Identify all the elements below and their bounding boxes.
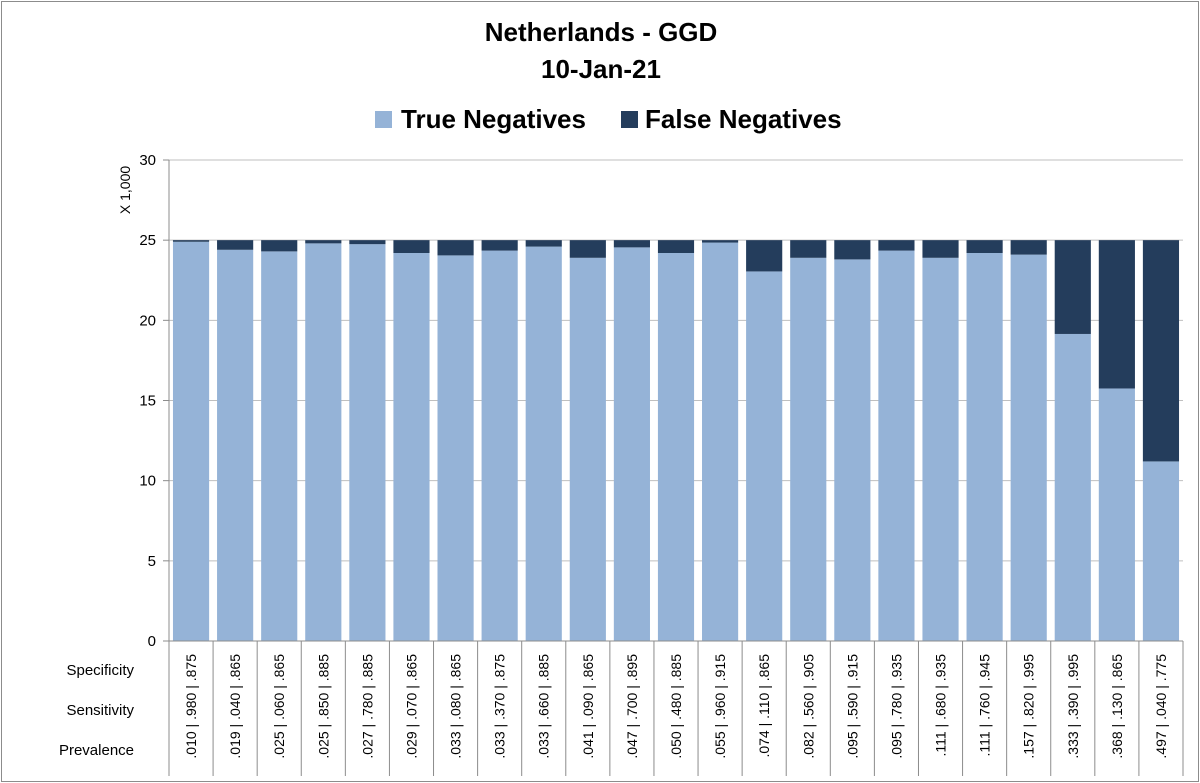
row-labels: Specificity Sensitivity Prevalence [59,662,135,759]
bar-false-negatives [172,240,210,242]
bar-false-negatives [613,240,650,248]
bar-true-negatives [746,271,783,641]
bar-false-negatives [966,240,1003,253]
bar-false-negatives [1010,240,1047,255]
y-tick-label: 30 [139,152,156,169]
x-category-label: .041 | .090 | .865 [580,654,596,759]
bar-true-negatives [790,257,827,641]
category-labels: .010 | .980 | .875 .019 | .040 | .865 .025… [183,654,1169,759]
x-category-label: .497 | .040 | .775 [1153,654,1169,759]
bar-true-negatives [1098,388,1135,641]
bar-false-negatives [1098,240,1135,389]
row-label-specificity: Specificity [66,662,134,679]
bar-false-negatives [305,240,342,244]
x-category-label: .047 | .700 | .895 [624,654,640,759]
x-category-label: .010 | .980 | .875 [183,654,199,759]
bar-false-negatives [481,240,518,251]
bar-true-negatives [261,251,298,641]
x-category-label: .027 | .780 | .885 [359,654,375,759]
x-category-label: .111 | .680 | .935 [933,654,949,757]
bar-false-negatives [790,240,827,258]
bar-true-negatives [1010,254,1047,641]
x-category-label: .019 | .040 | .865 [227,654,243,759]
bar-true-negatives [525,246,562,641]
bar-true-negatives [613,247,650,642]
bar-true-negatives [878,250,915,642]
bar-true-negatives [922,257,959,641]
x-category-label: .050 | .480 | .885 [668,654,684,759]
x-category-label: .055 | .960 | .915 [712,654,728,759]
bar-false-negatives [393,240,430,253]
legend-swatch-false-negatives [621,111,638,128]
x-category-label: .033 | .370 | .875 [492,654,508,759]
bar-false-negatives [1054,240,1091,334]
bar-true-negatives [393,252,430,641]
bar-false-negatives [657,240,695,253]
y-tick-label: 0 [148,633,156,650]
bar-false-negatives [437,240,474,256]
legend-label-false-negatives: False Negatives [645,104,842,134]
bar-true-negatives [702,242,739,642]
x-category-label: .368 | .130 | .865 [1109,654,1125,759]
legend-label-true-negatives: True Negatives [401,104,586,134]
chart-subtitle: 10-Jan-21 [541,54,661,84]
bars [172,240,1180,642]
bar-true-negatives [569,257,606,641]
x-category-label: .033 | .080 | .865 [448,654,464,759]
bar-false-negatives [834,240,871,260]
bar-true-negatives [657,252,695,641]
x-category-label: .095 | .590 | .915 [844,654,860,759]
x-category-label: .157 | .820 | .995 [1021,654,1037,759]
y-tick-label: 10 [139,473,156,490]
bar-false-negatives [922,240,959,258]
bar-true-negatives [834,259,871,641]
bar-false-negatives [746,240,783,272]
legend: True Negatives False Negatives [375,104,842,134]
bar-false-negatives [569,240,606,258]
bar-true-negatives [217,249,254,641]
y-tick-label: 15 [139,393,156,410]
bar-false-negatives [1142,240,1180,462]
bar-true-negatives [481,250,518,642]
bar-true-negatives [1142,461,1180,641]
x-category-label: .333 | .390 | .995 [1065,654,1081,759]
bar-true-negatives [349,244,386,642]
bar-false-negatives [349,240,386,245]
x-category-label: .074 | .110 | .865 [756,654,772,758]
y-tick-label: 20 [139,312,156,329]
y-tick-label: 5 [148,553,156,570]
bar-false-negatives [702,240,739,243]
x-category-label: .095 | .780 | .935 [888,654,904,759]
x-category-label: .025 | .060 | .865 [271,654,287,759]
bar-false-negatives [525,240,562,247]
row-label-prevalence: Prevalence [59,742,134,759]
axes: 0 5 10 15 20 25 30 [139,152,1184,776]
legend-swatch-true-negatives [375,111,392,128]
bar-true-negatives [172,241,210,641]
bar-true-negatives [437,255,474,642]
y-axis-label: X 1,000 [117,166,133,214]
x-category-label: .111 | .760 | .945 [977,654,993,757]
chart-title: Netherlands - GGD [485,17,718,47]
x-category-label: .033 | .660 | .885 [536,654,552,759]
bar-true-negatives [305,243,342,641]
x-category-label: .082 | .560 | .905 [800,654,816,759]
bar-true-negatives [966,252,1003,641]
row-label-sensitivity: Sensitivity [66,702,134,719]
x-category-label: .029 | .070 | .865 [403,654,419,759]
bar-true-negatives [1054,333,1091,641]
x-category-label: .025 | .850 | .885 [315,654,331,759]
bar-false-negatives [217,240,254,250]
bar-false-negatives [261,240,298,252]
bar-false-negatives [878,240,915,251]
y-tick-label: 25 [139,232,156,249]
